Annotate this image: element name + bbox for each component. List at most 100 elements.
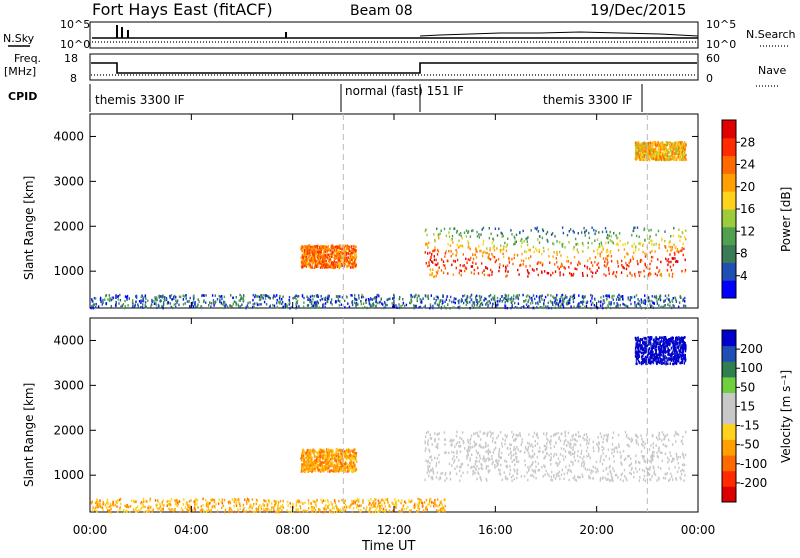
- power-cell: [602, 303, 603, 306]
- power-cell: [658, 304, 659, 307]
- velocity-cell: [522, 438, 523, 441]
- power-cell: [672, 273, 673, 276]
- power-cell: [225, 304, 226, 307]
- velocity-cell: [579, 476, 580, 479]
- power-cell: [260, 297, 261, 300]
- power-cell: [513, 243, 514, 246]
- power-cell: [664, 145, 665, 148]
- power-cell: [681, 159, 682, 162]
- power-cell: [314, 267, 315, 270]
- velocity-cell: [681, 440, 682, 443]
- velocity-cell: [150, 498, 151, 501]
- power-cell: [307, 253, 308, 256]
- velocity-cell: [186, 503, 187, 506]
- power-cell: [480, 233, 481, 236]
- power-cell: [355, 246, 356, 249]
- power-cell: [518, 273, 519, 276]
- power-cell: [635, 155, 636, 158]
- power-cell: [685, 238, 686, 241]
- velocity-cell: [438, 438, 439, 441]
- velocity-cell: [544, 445, 545, 448]
- power-cell: [563, 273, 564, 276]
- power-cell: [430, 268, 431, 271]
- velocity-cell: [401, 508, 402, 511]
- velocity-cell: [434, 457, 435, 460]
- power-cell: [518, 303, 519, 306]
- velocity-cell: [468, 441, 469, 444]
- power-cell: [617, 262, 618, 265]
- velocity-cell: [456, 443, 457, 446]
- velocity-cell: [370, 498, 371, 501]
- power-cell: [525, 265, 526, 268]
- velocity-cell: [129, 511, 130, 514]
- power-cell: [517, 254, 518, 257]
- power-cell: [302, 260, 303, 263]
- velocity-cell: [438, 478, 439, 481]
- power-cell: [319, 306, 320, 309]
- power-cell: [650, 251, 651, 254]
- noise-right-tick: 10^5: [706, 18, 736, 31]
- power-cell: [648, 155, 649, 158]
- power-cell: [272, 304, 273, 307]
- power-cell: [336, 247, 337, 250]
- velocity-cell: [290, 502, 291, 505]
- power-cell: [667, 250, 668, 253]
- power-cell: [555, 299, 556, 302]
- power-cell: [634, 243, 635, 246]
- velocity-cell: [498, 460, 499, 463]
- velocity-cell: [572, 438, 573, 441]
- velocity-cell: [189, 507, 190, 510]
- power-cell: [337, 249, 338, 252]
- velocity-cell: [141, 507, 142, 510]
- velocity-cell: [652, 434, 653, 437]
- power-cell: [583, 227, 584, 230]
- power-cell: [568, 266, 569, 269]
- power-cell: [578, 251, 579, 254]
- power-cell: [497, 300, 498, 303]
- velocity-cell: [581, 462, 582, 465]
- velocity-cell: [92, 506, 93, 509]
- power-cell: [451, 301, 452, 304]
- power-cell: [398, 303, 399, 306]
- power-cell: [641, 301, 642, 304]
- velocity-cell: [403, 504, 404, 507]
- power-cell: [414, 305, 415, 308]
- power-cell: [650, 229, 651, 232]
- power-cell: [683, 304, 684, 307]
- power-cell: [582, 272, 583, 275]
- velocity-cell: [517, 472, 518, 475]
- power-cell: [531, 229, 532, 232]
- velocity-cell: [98, 501, 99, 504]
- power-cell: [455, 249, 456, 252]
- power-cell: [551, 301, 552, 304]
- power-cell: [156, 296, 157, 299]
- power-cell: [448, 231, 449, 234]
- power-cell: [303, 305, 304, 308]
- velocity-cell: [531, 464, 532, 467]
- velocity-cell: [658, 447, 659, 450]
- power-cell: [172, 307, 173, 310]
- power-cell: [189, 305, 190, 308]
- velocity-cell: [445, 438, 446, 441]
- power-cell: [521, 238, 522, 241]
- power-cell: [633, 229, 634, 232]
- power-cell: [673, 305, 674, 308]
- power-cell: [112, 298, 113, 301]
- power-cell: [506, 274, 507, 277]
- velocity-cell: [512, 461, 513, 464]
- velocity-cell: [618, 434, 619, 437]
- power-cell: [531, 299, 532, 302]
- velocity-cell: [653, 455, 654, 458]
- power-cell: [636, 294, 637, 297]
- velocity-cell: [472, 473, 473, 476]
- power-cell: [150, 305, 151, 308]
- power-cell: [455, 260, 456, 263]
- velocity-cell: [498, 453, 499, 456]
- velocity-cell: [649, 473, 650, 476]
- velocity-cell: [611, 479, 612, 482]
- velocity-cell: [498, 435, 499, 438]
- velocity-cell: [102, 509, 103, 512]
- velocity-cell: [558, 432, 559, 435]
- power-cell: [466, 235, 467, 238]
- velocity-cell: [113, 504, 114, 507]
